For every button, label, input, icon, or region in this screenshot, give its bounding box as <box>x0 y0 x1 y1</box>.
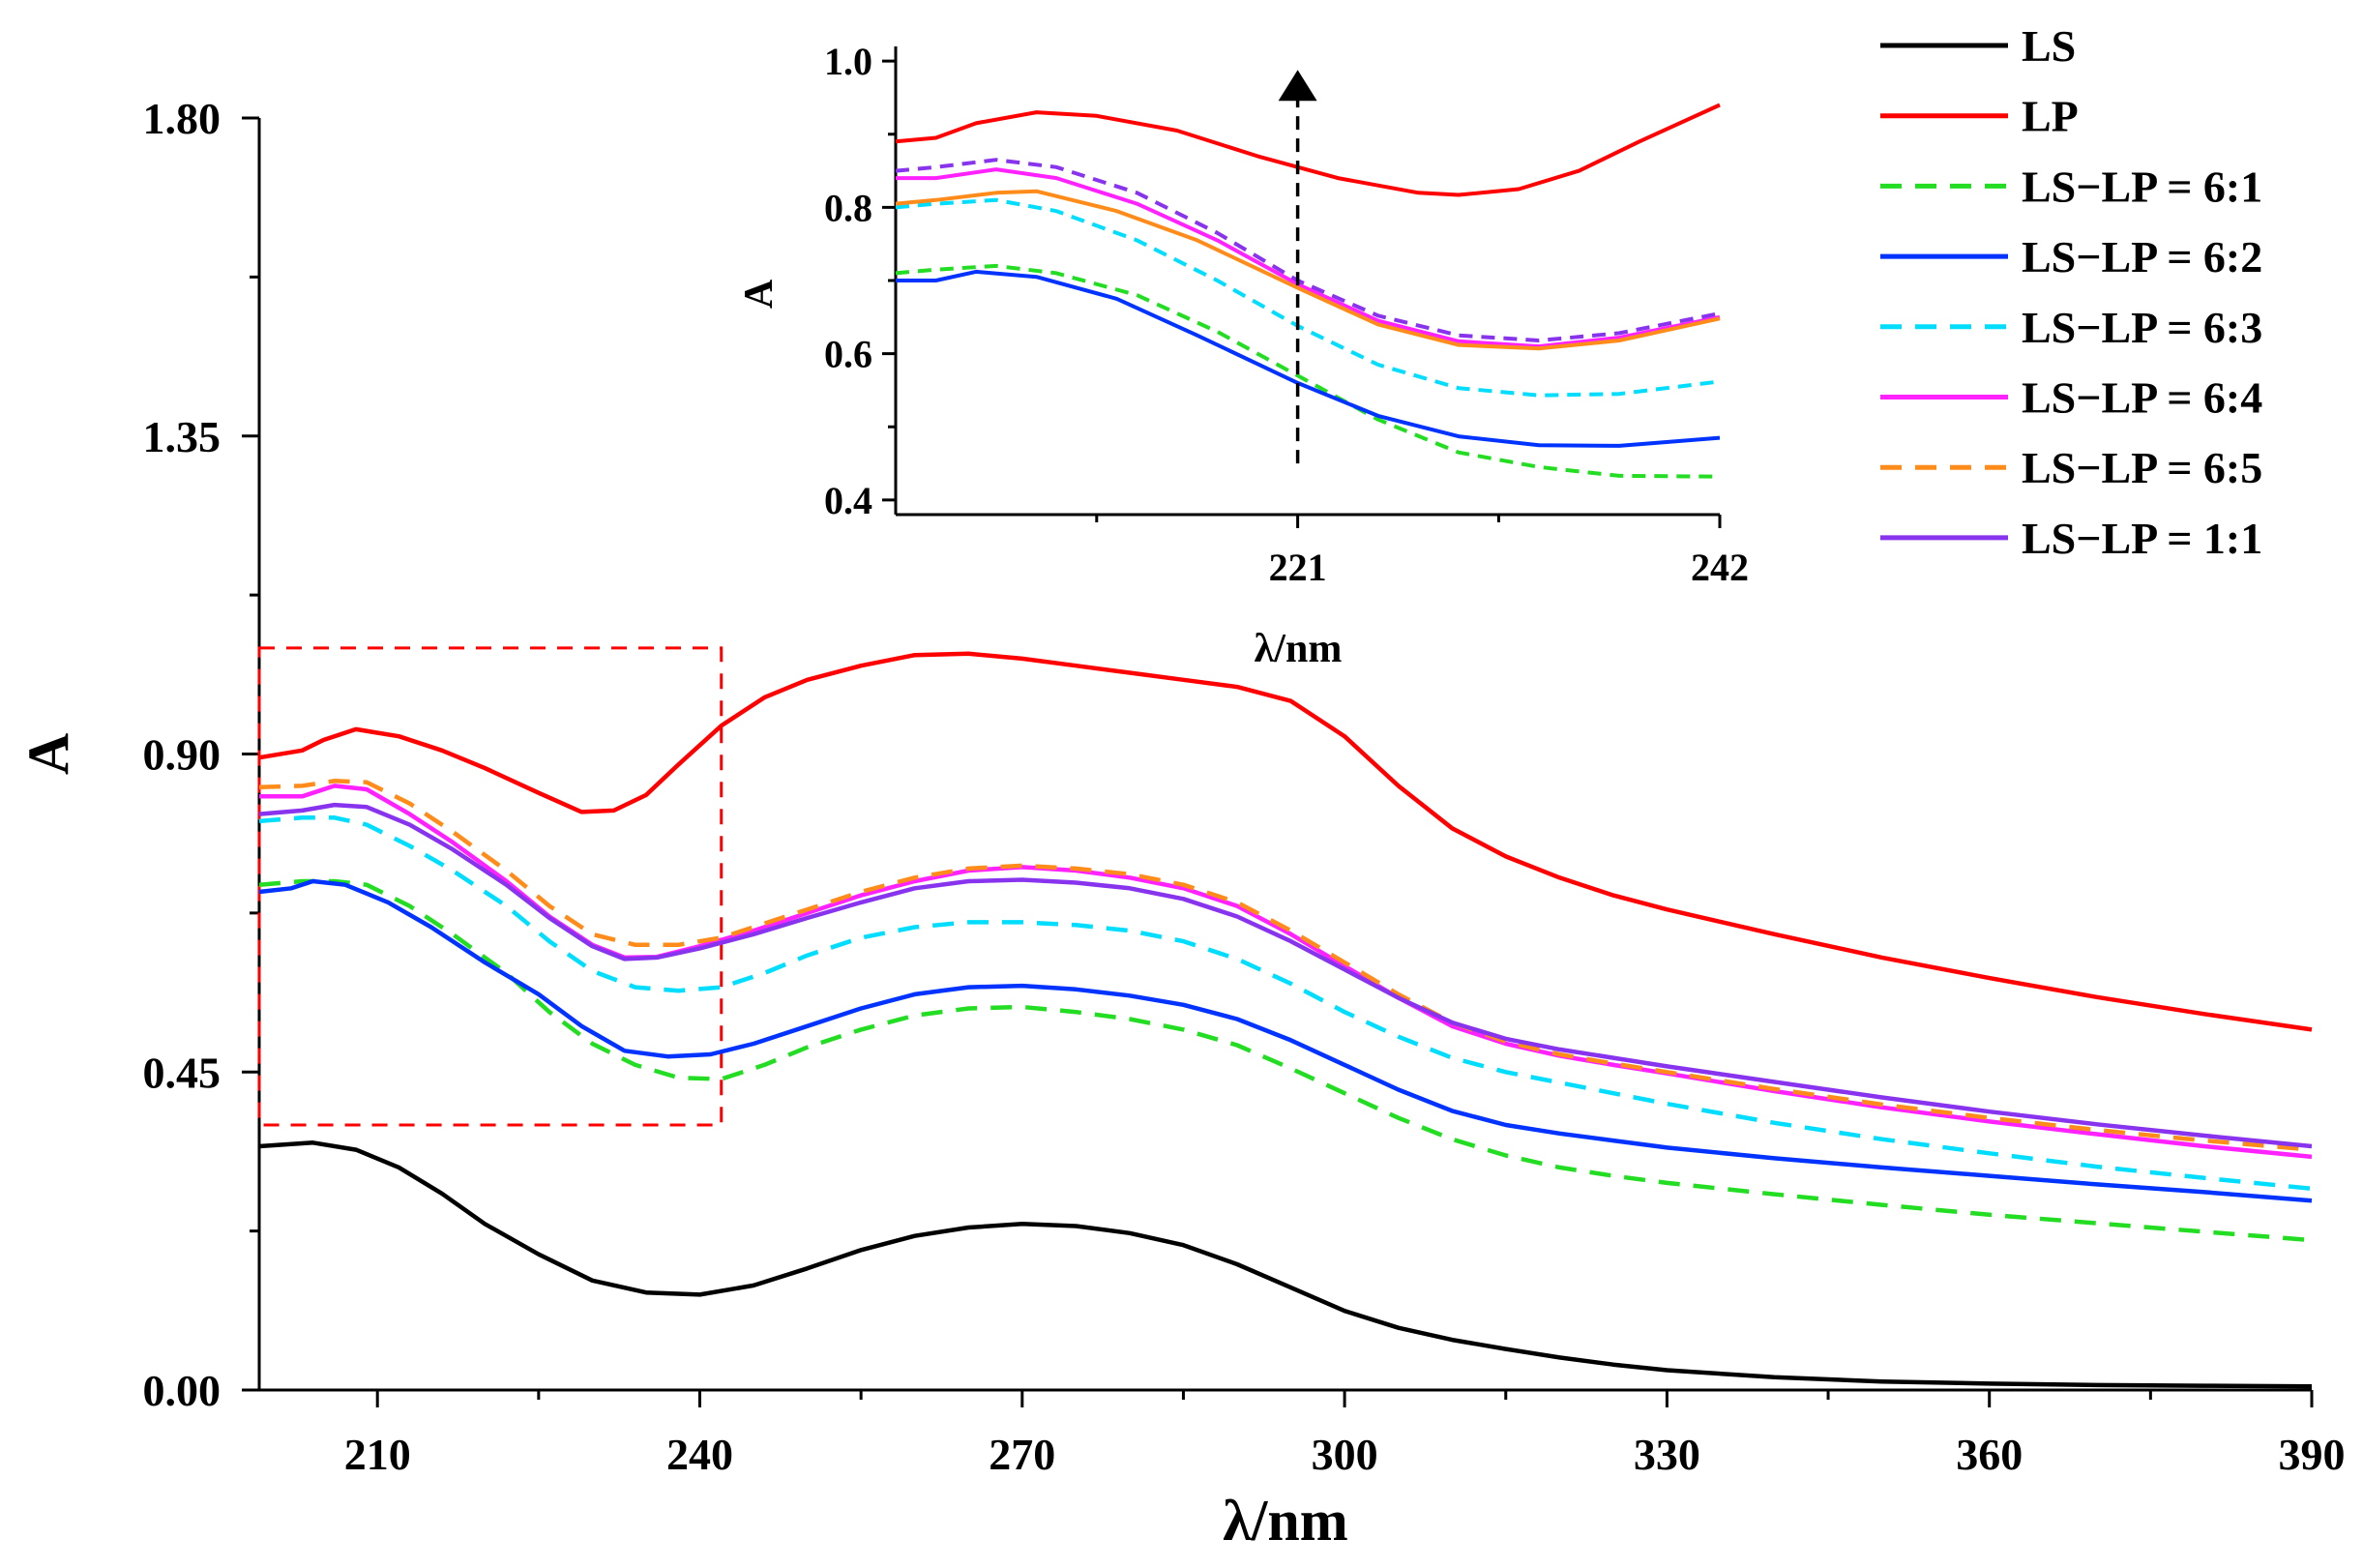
series-line-ls-lp-6-2 <box>258 878 2313 1203</box>
main-plot: 210 240 270 300 330 360 390 0.00 0.45 0.90 1.35 1.8… <box>16 94 2346 1553</box>
legend: LS LP LS−LP = 6:1 LS−LP = 6:2 LS−LP = 6:3 LS−… <box>1880 21 2262 563</box>
legend-item-ls-lp-6-5: LS−LP = 6:5 <box>1880 443 2262 492</box>
trend-arrow-head <box>1278 70 1317 102</box>
x-axis-title: λ/nm <box>1223 1489 1348 1553</box>
inset-series-line-6-5 <box>895 189 1721 351</box>
x-tick-label: 390 <box>2279 1430 2346 1479</box>
legend-label: LS <box>2022 21 2076 71</box>
inset-series-line-6-3 <box>895 197 1721 398</box>
x-tick-label: 210 <box>344 1430 411 1479</box>
inset-y-tick-label: 0.4 <box>824 479 872 522</box>
series-line-ls-lp-6-4 <box>259 784 2313 1160</box>
y-tick-label: 1.35 <box>143 412 222 461</box>
inset-series-line-6-1 <box>895 263 1721 479</box>
inset-x-tick-label: 221 <box>1269 546 1327 589</box>
series-line-ls <box>258 1140 2313 1389</box>
y-tick-label: 0.45 <box>143 1048 222 1097</box>
series-line-ls-lp-1-1 <box>258 802 2313 1149</box>
inset-y-axis-title: A <box>737 279 782 309</box>
inset-x-axis-title: λ/nm <box>1255 627 1343 671</box>
legend-label: LS−LP = 6:5 <box>2022 443 2262 492</box>
x-tick-label: 330 <box>1634 1430 1700 1479</box>
y-tick-label: 1.80 <box>143 94 222 143</box>
legend-item-ls: LS <box>1880 21 2076 71</box>
inset-y-tick-label: 0.8 <box>824 186 872 229</box>
y-tick-label: 0.00 <box>143 1366 222 1415</box>
x-tick-label: 360 <box>1956 1430 2023 1479</box>
series-line-ls-lp-6-1 <box>258 878 2313 1243</box>
series-line-ls-lp-6-3 <box>258 815 2313 1192</box>
legend-label: LS−LP = 6:1 <box>2022 162 2262 211</box>
inset-series-line-6-2 <box>896 269 1721 448</box>
legend-item-ls-lp-1-1: LS−LP = 1:1 <box>1880 514 2262 563</box>
legend-item-lp: LP <box>1880 92 2079 141</box>
inset-plot: 221 242 0.4 0.6 0.8 1.0 λ/nm A <box>737 40 1749 671</box>
legend-item-ls-lp-6-2: LS−LP = 6:2 <box>1880 232 2262 281</box>
inset-y-tick-label: 0.6 <box>824 333 872 376</box>
legend-item-ls-lp-6-1: LS−LP = 6:1 <box>1880 162 2262 211</box>
y-axis-title: A <box>16 733 80 775</box>
legend-item-ls-lp-6-3: LS−LP = 6:3 <box>1880 303 2262 352</box>
inset-background <box>896 46 1720 515</box>
legend-label: LS−LP = 6:4 <box>2022 373 2262 423</box>
x-tick-label: 270 <box>989 1430 1055 1479</box>
y-tick-label: 0.90 <box>143 730 222 780</box>
series-line-lp <box>258 651 2313 1032</box>
inset-x-tick-label: 242 <box>1691 546 1749 589</box>
legend-item-ls-lp-6-4: LS−LP = 6:4 <box>1880 373 2262 423</box>
zoom-region-box <box>257 646 724 1127</box>
inset-series-line-1-1 <box>895 158 1721 342</box>
legend-label: LS−LP = 6:2 <box>2022 232 2262 281</box>
x-tick-label: 240 <box>666 1430 733 1479</box>
legend-label: LP <box>2022 92 2079 141</box>
legend-label: LS−LP = 6:3 <box>2022 303 2262 352</box>
legend-label: LS−LP = 1:1 <box>2022 514 2262 563</box>
inset-y-tick-label: 1.0 <box>824 40 872 83</box>
inset-series-line-6-4 <box>896 167 1721 349</box>
series-line-ls-lp-6-5 <box>258 779 2313 1152</box>
x-tick-label: 300 <box>1312 1430 1378 1479</box>
